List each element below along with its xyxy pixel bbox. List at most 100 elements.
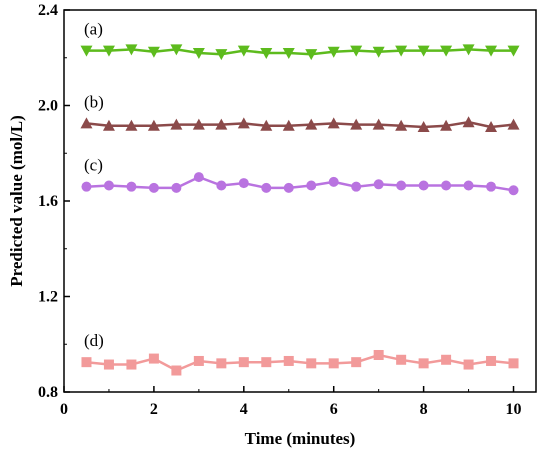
- data-point: [328, 358, 339, 369]
- series-labels: (a) (b) (c) (d): [84, 20, 104, 351]
- data-point: [170, 44, 183, 56]
- data-point: [485, 120, 498, 132]
- data-point: [372, 46, 385, 58]
- series-label: (d): [84, 331, 104, 350]
- data-point: [125, 44, 138, 56]
- data-point: [351, 181, 362, 192]
- data-point: [463, 359, 474, 370]
- data-point: [327, 117, 340, 129]
- data-point: [462, 116, 475, 128]
- data-point: [192, 118, 205, 130]
- data-point: [147, 46, 160, 58]
- data-point: [508, 185, 519, 196]
- data-point: [350, 118, 363, 130]
- data-point: [103, 359, 114, 370]
- data-point: [170, 118, 183, 130]
- plot-frame: [63, 9, 537, 393]
- data-point: [126, 181, 137, 192]
- data-point: [238, 357, 249, 368]
- y-tick-label: 0.8: [38, 384, 58, 401]
- data-point: [261, 182, 272, 193]
- x-axis: 0 2 4 6 8 10: [60, 386, 522, 418]
- data-point: [282, 47, 295, 59]
- data-point: [305, 118, 318, 130]
- series-label: (b): [84, 92, 104, 111]
- data-point: [440, 119, 453, 131]
- data-point: [261, 357, 272, 368]
- x-tick-label: 2: [150, 401, 158, 418]
- series-3: [81, 172, 519, 196]
- data-point: [507, 45, 520, 57]
- data-point: [260, 119, 273, 131]
- data-point: [486, 181, 497, 192]
- data-point: [350, 45, 363, 57]
- data-point: [171, 182, 182, 193]
- series-label: (a): [84, 20, 103, 39]
- data-point: [351, 357, 362, 368]
- data-point: [81, 357, 92, 368]
- data-point: [395, 119, 408, 131]
- y-axis-title: Predicted value (mol/L): [7, 115, 26, 287]
- data-point: [396, 354, 407, 365]
- data-point: [171, 365, 182, 376]
- data-point: [148, 182, 159, 193]
- data-point: [372, 118, 385, 130]
- data-point: [486, 355, 497, 366]
- y-tick-label: 1.6: [38, 193, 58, 210]
- series-4: [81, 349, 519, 376]
- data-point: [103, 180, 114, 191]
- data-point: [283, 355, 294, 366]
- data-point: [193, 355, 204, 366]
- y-axis: 0.8 1.2 1.6 2.0 2.4: [38, 2, 70, 401]
- data-point: [508, 358, 519, 369]
- data-point: [147, 119, 160, 131]
- y-tick-label: 2.0: [38, 98, 58, 115]
- y-tick-label: 2.4: [38, 2, 58, 19]
- data-point: [396, 180, 407, 191]
- data-point: [327, 46, 340, 58]
- data-point: [102, 45, 115, 57]
- data-point: [463, 180, 474, 191]
- data-point: [237, 117, 250, 129]
- series-layer: [80, 44, 520, 376]
- data-point: [260, 47, 273, 59]
- data-point: [148, 353, 159, 364]
- data-point: [192, 47, 205, 59]
- data-point: [306, 180, 317, 191]
- series-line: [86, 48, 514, 56]
- x-tick-label: 10: [506, 401, 522, 418]
- data-point: [373, 179, 384, 190]
- x-axis-title: Time (minutes): [245, 429, 356, 448]
- data-point: [418, 358, 429, 369]
- x-tick-label: 8: [420, 401, 428, 418]
- data-point: [215, 49, 228, 61]
- data-point: [441, 180, 452, 191]
- data-point: [373, 349, 384, 360]
- data-point: [462, 44, 475, 56]
- data-point: [193, 172, 204, 183]
- x-tick-label: 0: [60, 401, 68, 418]
- y-tick-label: 1.2: [38, 289, 58, 306]
- series-line: [86, 120, 514, 129]
- data-point: [282, 119, 295, 131]
- data-point: [237, 45, 250, 57]
- data-point: [215, 118, 228, 130]
- data-point: [328, 176, 339, 187]
- data-point: [81, 181, 92, 192]
- data-point: [102, 119, 115, 131]
- data-point: [126, 359, 137, 370]
- data-point: [80, 117, 93, 129]
- data-point: [283, 182, 294, 193]
- x-tick-label: 6: [330, 401, 338, 418]
- data-point: [80, 45, 93, 57]
- x-tick-label: 4: [240, 401, 248, 418]
- data-point: [417, 45, 430, 57]
- data-point: [418, 180, 429, 191]
- data-point: [305, 49, 318, 61]
- data-point: [440, 45, 453, 57]
- series-2: [80, 116, 520, 132]
- plot-border: [63, 9, 537, 393]
- data-point: [216, 358, 227, 369]
- data-point: [125, 119, 138, 131]
- series-1: [80, 44, 520, 61]
